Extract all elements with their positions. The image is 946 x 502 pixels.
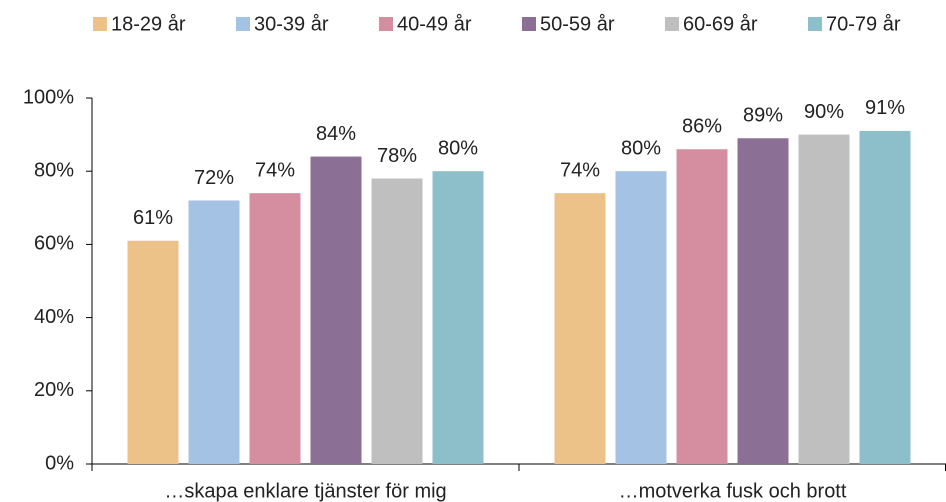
value-label: 84%: [316, 123, 356, 145]
y-tick-label: 20%: [34, 379, 74, 401]
bar: [798, 134, 850, 464]
value-label: 72%: [194, 167, 234, 189]
legend-label: 60-69 år: [683, 13, 758, 35]
legend-swatch: [808, 17, 822, 31]
bar: [188, 200, 240, 465]
legend-swatch: [236, 17, 250, 31]
value-label: 74%: [255, 159, 295, 181]
legend-swatch: [522, 17, 536, 31]
bar: [676, 149, 728, 465]
y-tick-label: 0%: [45, 452, 74, 474]
y-tick-label: 60%: [34, 233, 74, 255]
value-label: 61%: [133, 207, 173, 229]
bar: [432, 171, 484, 464]
bar: [859, 130, 911, 464]
bar: [554, 193, 606, 464]
y-tick-label: 100%: [23, 86, 74, 108]
legend-swatch: [665, 17, 679, 31]
bar: [249, 193, 301, 464]
value-label: 74%: [560, 159, 600, 181]
bar: [737, 138, 789, 464]
x-tick-label: …skapa enklare tjänster för mig: [164, 480, 446, 502]
value-label: 89%: [743, 105, 783, 127]
y-tick-label: 80%: [34, 159, 74, 181]
y-tick-label: 40%: [34, 306, 74, 328]
bar: [615, 171, 667, 464]
legend-label: 70-79 år: [826, 13, 901, 35]
legend-label: 18-29 år: [111, 13, 186, 35]
legend-label: 40-49 år: [397, 13, 472, 35]
value-label: 80%: [438, 137, 478, 159]
value-label: 91%: [865, 97, 905, 119]
x-tick-label: …motverka fusk och brott: [619, 480, 847, 502]
legend-label: 30-39 år: [254, 13, 329, 35]
legend-swatch: [93, 17, 107, 31]
bar: [371, 178, 423, 464]
value-label: 90%: [804, 101, 844, 123]
legend-swatch: [379, 17, 393, 31]
value-label: 86%: [682, 116, 722, 138]
bar: [310, 156, 362, 464]
legend-label: 50-59 år: [540, 13, 615, 35]
value-label: 78%: [377, 145, 417, 167]
bar: [127, 240, 179, 464]
value-label: 80%: [621, 137, 661, 159]
